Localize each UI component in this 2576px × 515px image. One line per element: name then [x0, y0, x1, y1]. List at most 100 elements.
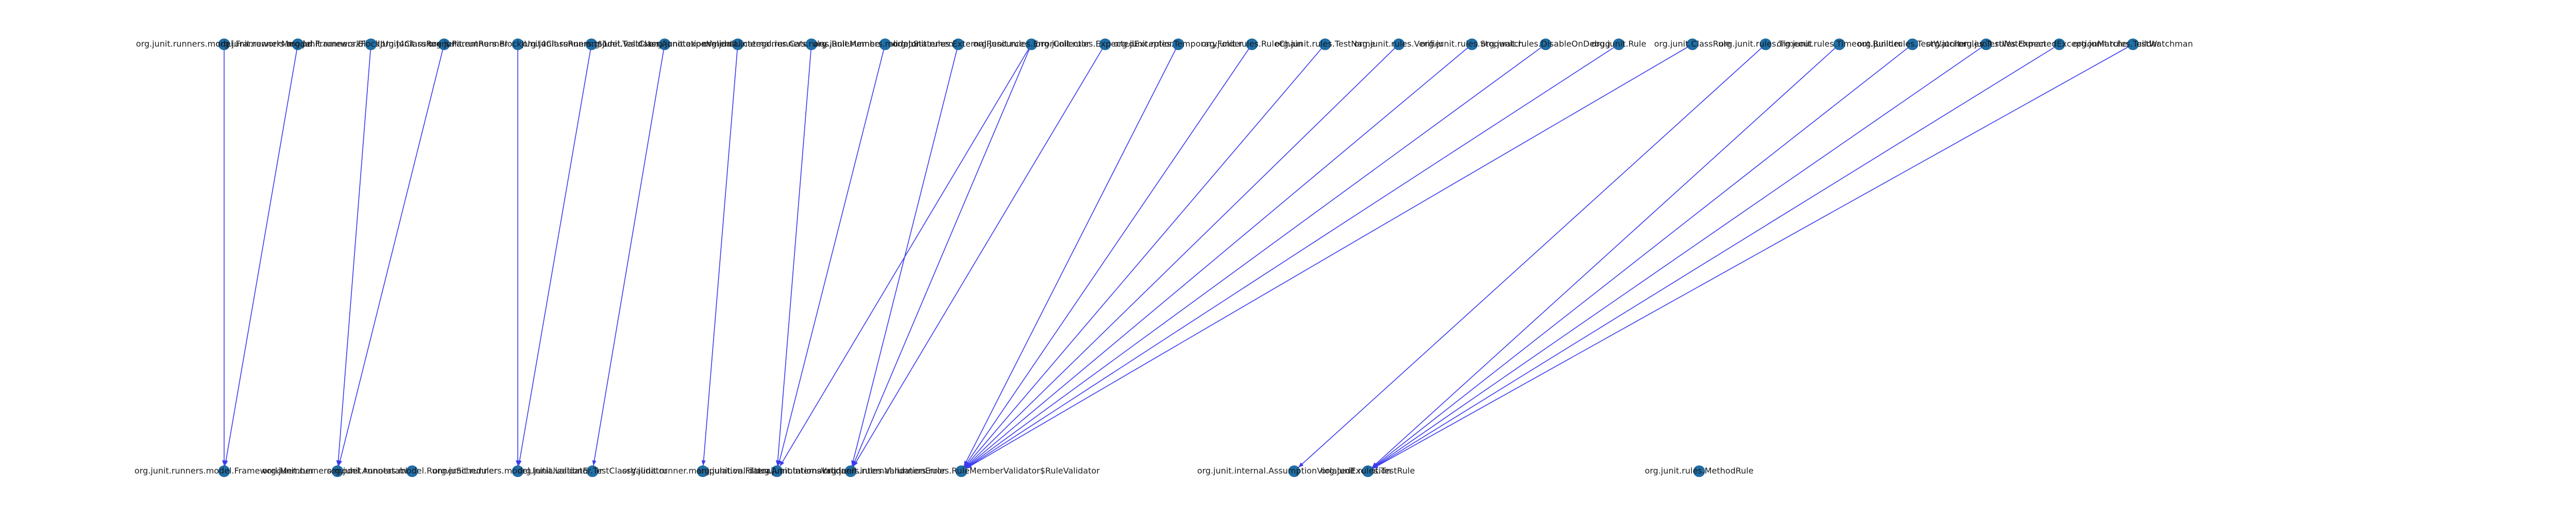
node-label: org.junit.internal.runners.rules.RuleMem…	[703, 39, 920, 49]
node-marker	[2127, 38, 2139, 50]
node-marker	[1099, 38, 1111, 50]
node-label: org.junit.internal.runners.rules.Validat…	[756, 466, 945, 476]
edge-t20-b9	[961, 44, 1619, 472]
node-marker	[805, 38, 818, 50]
node-label: org.junit.runners.model.FrameworkField	[215, 39, 380, 49]
graph-node-t13: org.junit.rules.ExpectedException	[1036, 38, 1175, 50]
node-label: org.junit.internal.runners.rules.RuleMem…	[823, 466, 1100, 476]
node-label: org.junit.internal.AssumptionViolatedExc…	[1197, 466, 1392, 476]
graph-node-t14: org.junit.rules.TemporaryFolder	[1114, 38, 1243, 50]
graph-node-t23: org.junit.rules.Timeout.Builder	[1776, 38, 1902, 50]
node-marker	[658, 38, 671, 50]
node-label: org.junit.runners.model.FrameworkMember	[134, 466, 314, 476]
edge-t3-b2	[337, 44, 371, 472]
graph-node-b1: org.junit.runners.model.FrameworkMember	[134, 465, 314, 477]
node-marker	[218, 465, 230, 477]
graph-node-t26: org.junit.rules.ExpectedExceptionMatcher…	[1958, 38, 2160, 50]
node-label: org.junit.Rule	[1591, 39, 1647, 49]
graph-node-b10: org.junit.internal.AssumptionViolatedExc…	[1197, 465, 1392, 477]
edge-t4-b2	[337, 44, 445, 472]
node-marker	[844, 465, 857, 477]
edge-t9-b7	[776, 44, 812, 472]
graph-node-t19: org.junit.rules.DisableOnDebug	[1481, 38, 1611, 50]
edge-arrowhead	[853, 460, 858, 467]
graph-node-b6: org.junit.runner.manipulation.Filterable	[622, 465, 784, 477]
edge-t24-b11	[1367, 44, 1913, 472]
node-label: org.junit.rules.ExpectedExceptionMatcher…	[1958, 39, 2160, 49]
graph-node-t22: org.junit.rules.Timeout	[1719, 38, 1812, 50]
node-marker	[1393, 38, 1405, 50]
node-marker	[1466, 38, 1478, 50]
node-marker	[1319, 38, 1331, 50]
node-label: org.junit.rules.Verifier	[1354, 39, 1444, 49]
node-marker	[1833, 38, 1845, 50]
node-marker	[1906, 38, 1919, 50]
node-label: org.junit.runner.manipulation.Filterable	[622, 466, 783, 476]
graph-node-t18: org.junit.rules.Stopwatch	[1420, 38, 1523, 50]
edge-t2-b1	[224, 44, 298, 472]
node-label: org.junit.rules.ErrorCollector	[973, 39, 1090, 49]
graph-node-b2: org.junit.runners.model.Annotatable	[262, 465, 413, 477]
edge-layer	[222, 44, 2133, 472]
node-marker	[218, 38, 230, 50]
edge-arrowhead	[1372, 462, 1378, 468]
node-label: org.junit.ClassRule	[1654, 39, 1731, 49]
graph-node-t5: org.junit.runners.BlockJUnit4ClassRunner…	[428, 38, 608, 50]
node-marker	[732, 38, 744, 50]
node-marker	[2053, 38, 2065, 50]
graph-node-t1: org.junit.runners.model.FrameworkMethod	[136, 38, 312, 50]
edge-t25-b11	[1367, 44, 1987, 472]
graph-node-t10: org.junit.runners.model.Statement	[814, 38, 957, 50]
node-marker	[697, 465, 709, 477]
node-label: org.junit.runners.ParentRunner	[380, 39, 508, 49]
node-label: org.junit.rules.ExpectedException	[1036, 39, 1175, 49]
node-layer: org.junit.runners.model.FrameworkMethodo…	[134, 38, 2193, 477]
node-label: org.junit.runners.BlockJUnit4ClassRunner	[286, 39, 456, 49]
node-marker	[512, 38, 524, 50]
node-marker	[512, 465, 524, 477]
graph-node-t20: org.junit.Rule	[1591, 38, 1647, 50]
node-label: org.junit.validator.AnnotationsValidator	[696, 466, 858, 476]
node-label: org.junit.validator.AnnotationValidator	[586, 39, 743, 49]
graph-node-t8: org.junit.experimental.categories.Catego…	[649, 38, 827, 50]
edge-t18-b9	[961, 44, 1472, 472]
node-marker	[1172, 38, 1184, 50]
node-marker	[771, 465, 783, 477]
node-label: org.junit.runners.model.InitializationEr…	[433, 466, 603, 476]
edge-arrowhead	[701, 460, 706, 466]
edge-t11-b8	[850, 44, 959, 472]
graph-node-t11: org.junit.rules.ExternalResource	[892, 38, 1024, 50]
node-marker	[438, 38, 450, 50]
node-marker	[1980, 38, 1992, 50]
node-label: org.junit.validator.TestClassValidator	[518, 466, 668, 476]
node-marker	[1686, 38, 1699, 50]
node-label: org.junit.rules.ExternalResource	[892, 39, 1024, 49]
graph-node-t27: org.junit.rules.TestWatchman	[2073, 38, 2193, 50]
edge-t26-b11	[1367, 44, 2060, 472]
edge-t27-b11	[1367, 44, 2133, 472]
node-label: org.junit.runners.model.Statement	[814, 39, 957, 49]
edge-arrowhead	[779, 460, 785, 467]
graph-node-t2: org.junit.runners.model.FrameworkField	[215, 38, 380, 50]
edge-t12-b8	[850, 44, 1032, 472]
edge-t23-b11	[1367, 44, 1840, 472]
node-label: org.junit.runners.BlockJUnit4ClassRunner…	[428, 39, 607, 49]
edge-t15-b9	[961, 44, 1252, 472]
node-marker	[1246, 38, 1258, 50]
node-marker	[365, 38, 377, 50]
graph-node-b3: org.junit.runners.model.RunnerScheduler	[327, 465, 498, 477]
graph-node-t16: org.junit.rules.TestName	[1275, 38, 1376, 50]
graph-node-t12: org.junit.rules.ErrorCollector	[973, 38, 1090, 50]
node-label: org.junit.rules.TestWatcher	[1857, 39, 1968, 49]
edge-arrowhead	[1298, 462, 1304, 468]
node-label: org.junit.runners.model.FrameworkMethod	[136, 39, 312, 49]
node-label: org.junit.rules.TestName	[1275, 39, 1376, 49]
node-marker	[586, 465, 599, 477]
node-marker	[1693, 465, 1705, 477]
edge-t13-b8	[850, 44, 1106, 472]
node-marker	[1759, 38, 1772, 50]
edge-arrowhead	[1372, 464, 1379, 469]
graph-node-t24: org.junit.rules.TestWatcher	[1857, 38, 1968, 50]
node-label: org.junit.runners.model.Annotatable	[262, 466, 412, 476]
node-label: org.junit.rules.TestWatchman	[1926, 39, 2046, 49]
